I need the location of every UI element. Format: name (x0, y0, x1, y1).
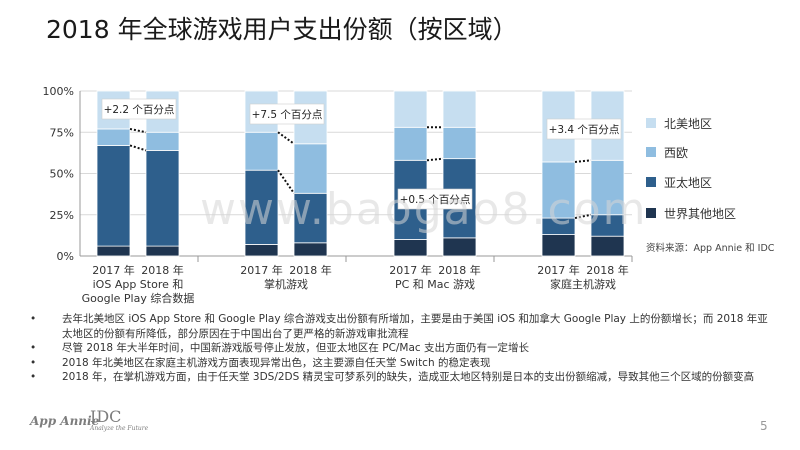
annotation-box (397, 188, 473, 210)
bar-segment (590, 235, 625, 257)
bar-segment (541, 161, 576, 219)
watermark: www.baogao8.com (200, 184, 648, 235)
page-number: 5 (760, 419, 768, 433)
connector-line (129, 127, 147, 134)
y-tick-label: 100% (43, 85, 74, 98)
annotation-box (249, 103, 325, 125)
bar-segment (442, 237, 477, 257)
y-tick-label: 75% (50, 126, 74, 139)
bar-segment (541, 234, 576, 257)
legend-label: 北美地区 (664, 117, 712, 131)
x-group-label: Google Play 综合数据 (82, 291, 195, 305)
x-year-label: 2017 年 (240, 263, 283, 277)
bar-segment (145, 245, 180, 257)
bar-segment (442, 90, 477, 128)
connector-line (129, 144, 147, 152)
bullet-text: 尽管 2018 年大半年时间，中国新游戏版号停止发放，但亚太地区在 PC/Mac… (62, 342, 530, 354)
x-group-label: 家庭主机游戏 (550, 277, 616, 291)
annotation-label: +3.4 个百分点 (549, 124, 620, 136)
x-year-label: 2017 年 (92, 263, 135, 277)
x-year-label: 2018 年 (586, 263, 629, 277)
bar-segment (244, 131, 279, 171)
legend-swatch (646, 177, 656, 187)
idc-logo-text: IDC (90, 407, 122, 426)
bullet-item: • 2018 年，在掌机游戏方面，由于任天堂 3DS/2DS 精灵宝可梦系列的缺失… (30, 370, 770, 385)
bar-segment (244, 244, 279, 257)
idc-tagline: Analyze the Future (90, 425, 149, 432)
y-tick-label: 50% (50, 168, 74, 181)
bar-segment (293, 143, 328, 194)
bar-segment (96, 245, 131, 257)
legend-label: 世界其他地区 (664, 207, 736, 221)
connector-line (574, 213, 592, 220)
legend-swatch (646, 118, 656, 128)
bullet-item: • 2018 年北美地区在家庭主机游戏方面表现异常出色，这主要源自任天堂 Swit… (30, 356, 770, 371)
bar-segment (293, 242, 328, 257)
x-year-label: 2018 年 (438, 263, 481, 277)
bullet-text: 2018 年，在掌机游戏方面，由于任天堂 3DS/2DS 精灵宝可梦系列的缺失，… (62, 371, 755, 383)
bullet-item: • 尽管 2018 年大半年时间，中国新游戏版号停止发放，但亚太地区在 PC/Ma… (30, 341, 770, 356)
bar-segment (145, 149, 180, 247)
bullet-marker: • (30, 313, 37, 325)
legend-swatch (646, 208, 656, 218)
connector-line (574, 159, 592, 163)
connector-line (426, 157, 444, 162)
bar-segment (293, 192, 328, 244)
annotation-label: +0.5 个百分点 (400, 194, 471, 206)
y-tick-label: 25% (50, 209, 74, 222)
annotation-box (101, 98, 177, 120)
bullet-text: 2018 年北美地区在家庭主机游戏方面表现异常出色，这主要源自任天堂 Switc… (62, 356, 491, 369)
idc-logo: IDC Analyze the Future (90, 407, 149, 433)
bullet-marker: • (30, 356, 37, 369)
bar-segment (442, 126, 477, 160)
y-tick-label: 0% (57, 250, 74, 263)
x-group-label: 掌机游戏 (264, 277, 308, 291)
bar-segment (96, 145, 131, 247)
bullet-marker: • (30, 371, 37, 383)
bar-segment (393, 239, 428, 257)
app-annie-logo: App Annie (30, 414, 100, 428)
bullet-marker: • (30, 342, 37, 354)
legend-swatch (646, 147, 656, 157)
bar-segment (96, 128, 131, 146)
x-year-label: 2018 年 (141, 263, 184, 277)
connector-line (277, 169, 295, 194)
x-year-label: 2018 年 (289, 263, 332, 277)
x-year-label: 2017 年 (537, 263, 580, 277)
source-note: 资料来源：App Annie 和 IDC (646, 242, 775, 254)
x-year-label: 2017 年 (389, 263, 432, 277)
bullet-item: • 去年北美地区 iOS App Store 和 Google Play 综合游戏… (30, 312, 770, 341)
annotation-label: +7.5 个百分点 (252, 109, 323, 121)
x-group-label: iOS App Store 和 (93, 278, 184, 291)
bullet-list: • 去年北美地区 iOS App Store 和 Google Play 综合游戏… (30, 312, 770, 385)
bar-segment (393, 126, 428, 161)
connector-line (277, 131, 295, 145)
legend-label: 亚太地区 (664, 175, 712, 190)
bar-segment (145, 131, 180, 151)
bar-segment (393, 90, 428, 128)
legend-label: 西欧 (664, 146, 688, 160)
page-title: 2018 年全球游戏用户支出份额（按区域） (46, 15, 518, 44)
annotation-box (546, 118, 622, 140)
annotation-label: +2.2 个百分点 (104, 104, 175, 116)
x-group-label: PC 和 Mac 游戏 (395, 278, 475, 291)
bullet-text: 去年北美地区 iOS App Store 和 Google Play 综合游戏支… (62, 313, 768, 340)
